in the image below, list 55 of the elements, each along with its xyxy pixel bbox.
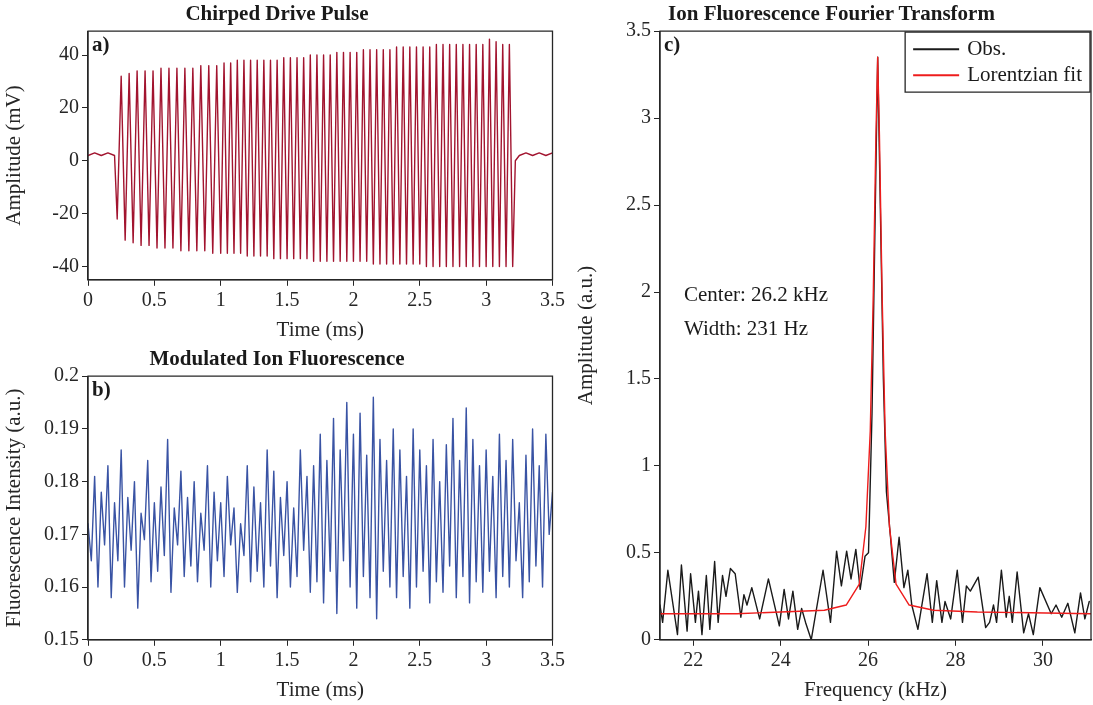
annotation: Center: 26.2 kHz bbox=[684, 282, 829, 307]
x-tick-label: 26 bbox=[858, 648, 879, 671]
y-tick-label: 3.5 bbox=[626, 18, 651, 41]
x-tick-label: 3 bbox=[481, 648, 492, 671]
y-tick-label: 0 bbox=[641, 627, 651, 650]
x-tick-label: 22 bbox=[683, 648, 704, 671]
y-tick-label: -20 bbox=[52, 200, 79, 223]
chart-title: Modulated Ion Fluorescence bbox=[149, 346, 405, 371]
y-tick-label: 0.5 bbox=[626, 540, 651, 563]
x-tick-label: 30 bbox=[1032, 648, 1053, 671]
x-tick-label: 2 bbox=[348, 288, 359, 311]
y-tick-label: 40 bbox=[59, 42, 79, 65]
annotation: c) bbox=[664, 32, 681, 57]
y-tick-label: 0.15 bbox=[44, 627, 79, 650]
y-axis-title: Amplitude (mV) bbox=[1, 85, 26, 226]
x-tick-label: 2 bbox=[348, 648, 359, 671]
y-tick-label: 1.5 bbox=[626, 366, 651, 389]
x-tick-label: 0 bbox=[83, 288, 93, 311]
chart-title: Ion Fluorescence Fourier Transform bbox=[668, 1, 996, 26]
x-tick-label: 3.5 bbox=[540, 288, 565, 311]
x-tick-label: 3 bbox=[481, 288, 492, 311]
y-axis-title: Fluorescence Intensity (a.u.) bbox=[1, 388, 26, 628]
x-tick-label: 0.5 bbox=[141, 648, 167, 671]
y-tick-label: 0.17 bbox=[44, 521, 79, 544]
x-tick-label: 1.5 bbox=[274, 648, 300, 671]
y-tick-label: 2.5 bbox=[626, 192, 651, 215]
x-tick-label: 2.5 bbox=[407, 648, 433, 671]
y-tick-label: 1 bbox=[641, 453, 651, 476]
x-axis-title: Frequency (kHz) bbox=[804, 676, 947, 701]
x-tick-label: 1 bbox=[215, 648, 226, 671]
y-tick-label: 0.16 bbox=[44, 574, 79, 597]
y-tick-label: 0.18 bbox=[44, 468, 79, 491]
x-tick-label: 0 bbox=[83, 648, 93, 671]
y-tick-label: 20 bbox=[59, 95, 79, 118]
y-tick-label: 0.2 bbox=[54, 363, 79, 386]
y-tick-label: 0.19 bbox=[44, 416, 79, 439]
annotation: b) bbox=[92, 377, 111, 402]
legend-label: Lorentzian fit bbox=[967, 61, 1083, 86]
x-tick-label: 28 bbox=[945, 648, 966, 671]
y-tick-label: 0 bbox=[69, 148, 79, 171]
x-axis-title: Time (ms) bbox=[276, 316, 364, 341]
y-tick-label: 3 bbox=[641, 105, 651, 128]
chart-title: Chirped Drive Pulse bbox=[185, 1, 369, 26]
y-tick-label: -40 bbox=[52, 253, 79, 276]
x-tick-label: 1 bbox=[215, 288, 226, 311]
x-tick-label: 0.5 bbox=[141, 288, 167, 311]
legend-label: Obs. bbox=[967, 35, 1007, 60]
y-axis-title: Amplitude (a.u.) bbox=[573, 265, 598, 406]
x-tick-label: 3.5 bbox=[540, 648, 565, 671]
x-tick-label: 1.5 bbox=[274, 288, 300, 311]
annotation: Width: 231 Hz bbox=[684, 316, 808, 341]
x-tick-label: 24 bbox=[770, 648, 791, 671]
x-tick-label: 2.5 bbox=[407, 288, 433, 311]
x-axis-title: Time (ms) bbox=[276, 676, 364, 701]
annotation: a) bbox=[92, 32, 110, 57]
